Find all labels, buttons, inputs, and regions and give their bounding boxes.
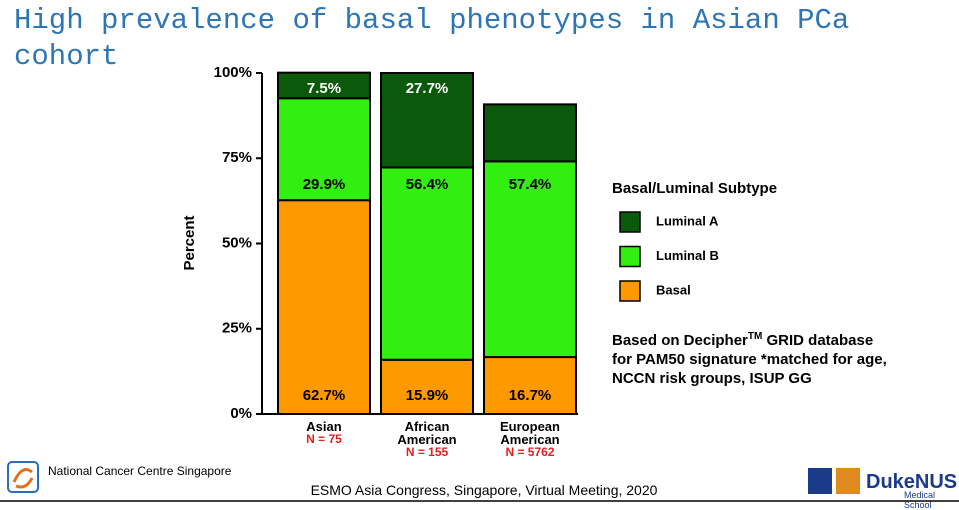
duke-logo — [808, 468, 832, 494]
category: Asian N = 75 — [278, 420, 370, 446]
bar-segment — [380, 166, 474, 361]
note: Based on DecipherTM GRID database for PA… — [612, 327, 892, 388]
note-sup: TM — [747, 331, 763, 342]
legend-label: Luminal B — [656, 248, 719, 263]
value-label: 29.9% — [303, 176, 346, 193]
x-tick-label: African American — [397, 419, 457, 447]
bar-segment — [483, 356, 577, 416]
legend-label: Basal — [656, 282, 691, 297]
y-tick-label: 50% — [222, 234, 252, 251]
legend-title: Basal/Luminal Subtype — [612, 180, 777, 197]
duke-name: DukeNUS — [866, 471, 958, 493]
nccs-logo-mark — [12, 468, 34, 489]
value-label: 15.9% — [406, 387, 449, 404]
footer-text: ESMO Asia Congress, Singapore, Virtual M… — [310, 482, 658, 498]
legend-swatch — [619, 280, 641, 302]
category-note: N = 155 — [405, 445, 449, 459]
duke-sub: Medical School — [904, 490, 936, 510]
legend-swatch — [619, 211, 641, 233]
bar-segment — [483, 160, 577, 359]
legend-swatch — [619, 245, 641, 268]
slide-title: High prevalence of basal phenotypes in A… — [14, 4, 850, 73]
y-tick-label: 75% — [222, 149, 252, 166]
bar-segment — [380, 72, 474, 169]
nccs-name: National Cancer Centre Singapore — [48, 464, 232, 478]
y-tick-label: 0% — [230, 405, 252, 422]
x-tick-label: Asian — [306, 419, 342, 434]
bar-segment — [277, 97, 371, 202]
note-text: GRID database for PAM50 signature *match… — [612, 332, 887, 387]
bar-segment — [277, 71, 371, 100]
value-label: 56.4% — [406, 176, 449, 193]
category: African American N = 155 — [381, 420, 473, 459]
value-label: 16.7% — [509, 387, 552, 404]
y-tick-label: 25% — [222, 320, 252, 337]
value-label: 57.4% — [509, 176, 552, 193]
value-label: 62.7% — [303, 387, 346, 404]
note-text: Based on Decipher — [612, 332, 748, 349]
bar-segment — [483, 103, 577, 163]
y-axis-label: Percent — [181, 215, 198, 270]
y-tick-label: 100% — [214, 64, 252, 81]
category-note: N = 75 — [306, 432, 342, 446]
value-label: 27.7% — [406, 80, 449, 97]
category: European American N = 5762 — [484, 420, 576, 459]
legend-label: Luminal A — [656, 213, 719, 228]
category-note: N = 5762 — [505, 445, 555, 459]
x-tick-label: European American — [500, 419, 560, 447]
value-label: 7.5% — [307, 80, 341, 97]
nccs-logo — [7, 461, 39, 493]
nus-logo — [836, 468, 860, 494]
bar-segment — [277, 199, 371, 415]
value-label: 16.7% — [509, 80, 552, 97]
